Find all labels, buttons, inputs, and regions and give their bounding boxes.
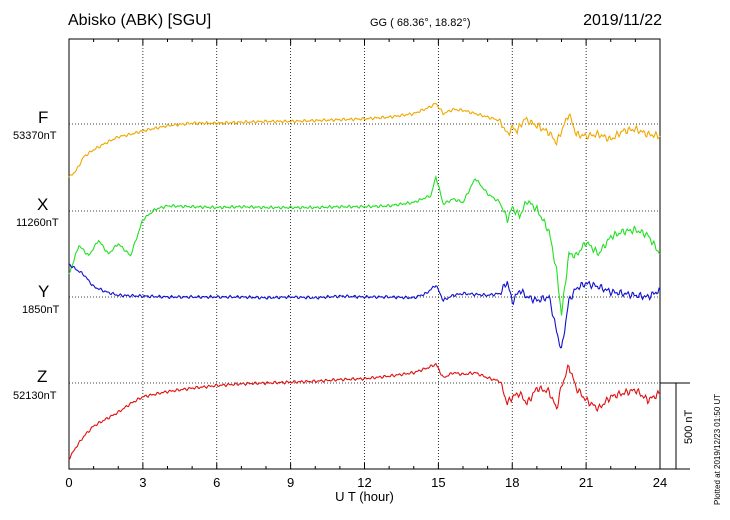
series-label-f: F: [38, 108, 49, 127]
series-baseline-x: 11260nT: [16, 217, 59, 229]
grid: [69, 39, 660, 469]
x-tick-label: 6: [213, 475, 220, 490]
x-tick-label: 12: [357, 475, 371, 490]
x-tick-label: 0: [65, 475, 72, 490]
geographic-coordinates: GG ( 68.36°, 18.82°): [370, 17, 471, 29]
series-baseline-z: 52130nT: [13, 390, 57, 402]
series-line-z: [68, 362, 661, 460]
series-line-f: [68, 102, 661, 178]
x-axis-ticks: 0 3 6 9 12 15 18 21 24: [65, 39, 667, 490]
station-title: Abisko (ABK) [SGU]: [68, 12, 212, 29]
series-lines: [68, 102, 661, 460]
scale-bar: [660, 382, 690, 470]
x-tick-label: 18: [505, 475, 519, 490]
x-tick-label: 15: [431, 475, 445, 490]
x-tick-label: 21: [579, 475, 593, 490]
series-baseline-y: 1850nT: [22, 304, 60, 316]
series-baseline-f: 53370nT: [13, 130, 57, 142]
series-label-y: Y: [38, 282, 50, 301]
series-line-x: [68, 174, 661, 316]
x-tick-label: 24: [653, 475, 667, 490]
scale-bar-label: 500 nT: [683, 409, 695, 444]
x-axis-label: U T (hour): [335, 489, 394, 504]
series-label-x: X: [37, 195, 49, 214]
series-label-z: Z: [37, 367, 48, 386]
plotted-timestamp: Plotted at 2019/12/23 01:50 UT: [713, 393, 722, 505]
x-tick-label: 9: [287, 475, 294, 490]
plot-date: 2019/11/22: [583, 12, 662, 29]
x-tick-label: 3: [139, 475, 146, 490]
series-line-y: [68, 263, 661, 349]
